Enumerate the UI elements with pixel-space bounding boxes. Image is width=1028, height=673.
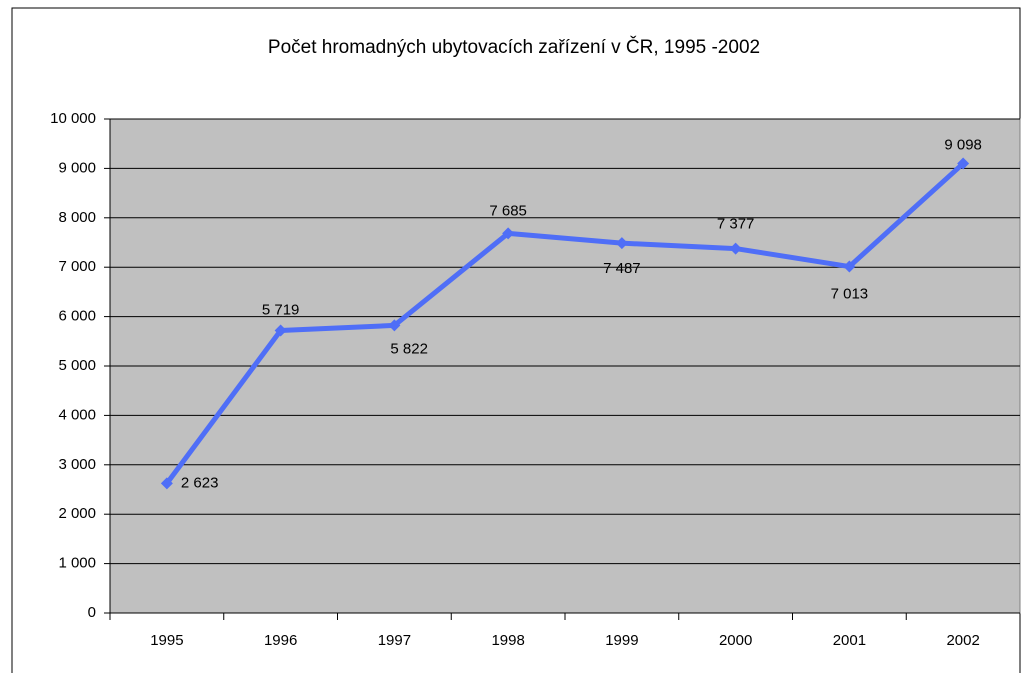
y-tick-label: 9 000 [58, 159, 96, 176]
data-label: 2 623 [181, 474, 219, 491]
data-point [615, 237, 628, 250]
y-tick-label: 0 [88, 604, 96, 621]
data-label: 7 487 [603, 260, 641, 277]
y-tick-label: 8 000 [58, 209, 96, 226]
x-tick-label: 1996 [264, 632, 297, 649]
x-tick-label: 1997 [378, 632, 411, 649]
x-tick-label: 1998 [491, 632, 524, 649]
data-label: 5 822 [390, 340, 428, 357]
y-tick-label: 6 000 [58, 308, 96, 325]
y-tick-label: 3 000 [58, 456, 96, 473]
data-line [164, 161, 965, 485]
data-label: 7 685 [489, 202, 527, 219]
data-label: 5 719 [262, 301, 300, 318]
x-tick-label: 1999 [605, 632, 638, 649]
y-tick-label: 10 000 [50, 110, 96, 127]
data-point [957, 157, 970, 170]
y-tick-label: 5 000 [58, 357, 96, 374]
data-label: 7 377 [717, 216, 755, 233]
data-point [274, 324, 287, 337]
data-point [160, 477, 173, 490]
data-label: 7 013 [831, 286, 869, 303]
data-point [843, 260, 856, 273]
x-tick-label: 1995 [150, 632, 183, 649]
data-label: 9 098 [944, 137, 982, 154]
chart-title: Počet hromadných ubytovacích zařízení v … [268, 36, 760, 58]
data-point [729, 242, 742, 255]
y-tick-label: 4 000 [58, 406, 96, 423]
data-point [388, 319, 401, 332]
x-tick-label: 2001 [833, 632, 866, 649]
x-tick-label: 2002 [946, 632, 979, 649]
data-point [502, 227, 515, 240]
y-tick-label: 1 000 [58, 555, 96, 572]
y-tick-label: 7 000 [58, 258, 96, 275]
x-tick-label: 2000 [719, 632, 752, 649]
y-tick-label: 2 000 [58, 505, 96, 522]
